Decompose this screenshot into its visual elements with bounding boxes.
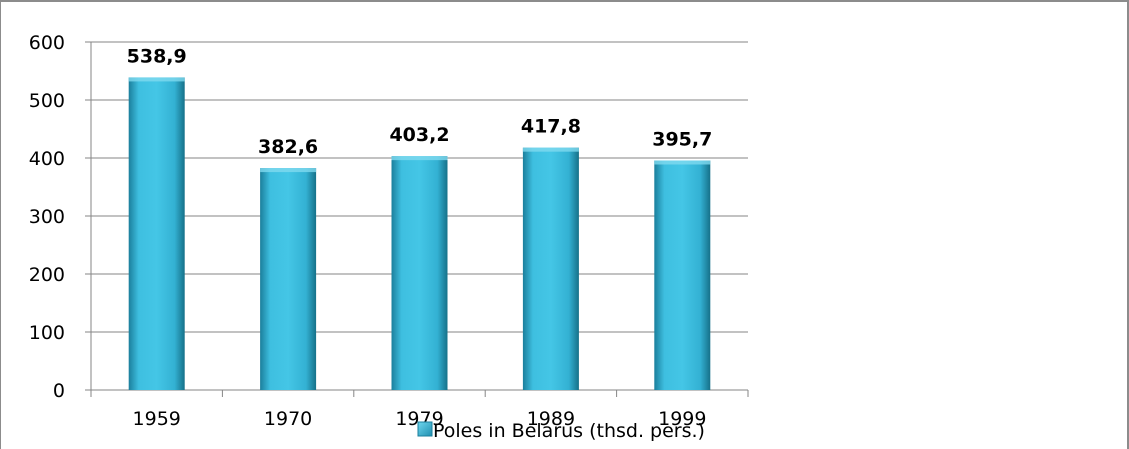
y-tick-label: 400 — [29, 148, 65, 170]
data-label: 382,6 — [258, 136, 318, 158]
bar — [128, 77, 185, 391]
bar-highlight — [391, 156, 448, 161]
bar — [654, 160, 711, 390]
x-tick-label: 1999 — [658, 408, 706, 430]
bar-highlight — [260, 168, 317, 173]
x-tick-label: 1989 — [527, 408, 575, 430]
data-label: 403,2 — [389, 124, 449, 146]
bar — [522, 147, 579, 390]
legend-label: Poles in Belarus (thsd. pers.) — [433, 420, 705, 442]
x-tick-label: 1959 — [133, 408, 181, 430]
bar — [391, 156, 448, 390]
legend: Poles in Belarus (thsd. pers.) — [417, 420, 705, 442]
y-tick-label: 600 — [29, 32, 65, 54]
bar-highlight — [128, 77, 185, 82]
y-tick-label: 500 — [29, 90, 65, 112]
x-tick-label: 1970 — [264, 408, 312, 430]
data-label: 395,7 — [652, 128, 712, 150]
y-tick-label: 200 — [29, 264, 65, 286]
legend-swatch — [417, 421, 433, 437]
data-label: 538,9 — [127, 45, 187, 67]
y-tick-label: 300 — [29, 206, 65, 228]
y-tick-label: 100 — [29, 322, 65, 344]
bar-highlight — [654, 160, 711, 165]
bar — [260, 168, 317, 390]
y-tick-label: 0 — [53, 380, 65, 402]
bar-highlight — [522, 147, 579, 152]
data-label: 417,8 — [521, 116, 581, 138]
